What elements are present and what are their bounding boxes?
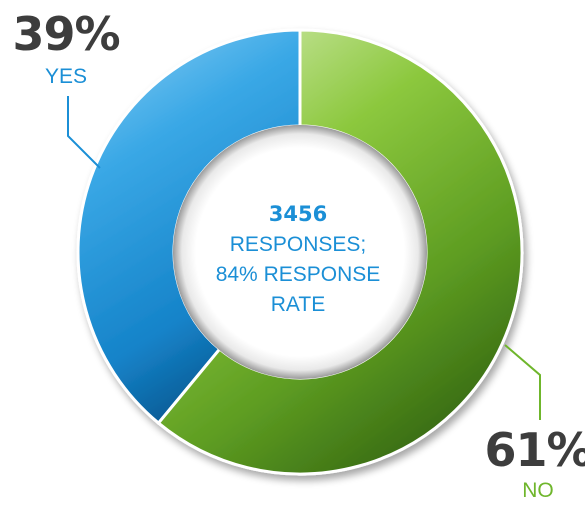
leader-line-yes bbox=[67, 96, 101, 169]
category-label-yes: YES bbox=[45, 65, 87, 88]
center-line-3: RATE bbox=[271, 293, 325, 316]
value-label-no: 61% bbox=[484, 423, 585, 477]
value-label-yes: 39% bbox=[12, 7, 119, 61]
center-line-2: 84% RESPONSE bbox=[216, 263, 381, 286]
center-response-count: 3456 bbox=[269, 202, 327, 226]
donut-hole bbox=[173, 125, 427, 379]
center-line-1: RESPONSES; bbox=[230, 233, 367, 256]
leader-line-no bbox=[504, 344, 541, 420]
category-label-no: NO bbox=[522, 479, 554, 502]
